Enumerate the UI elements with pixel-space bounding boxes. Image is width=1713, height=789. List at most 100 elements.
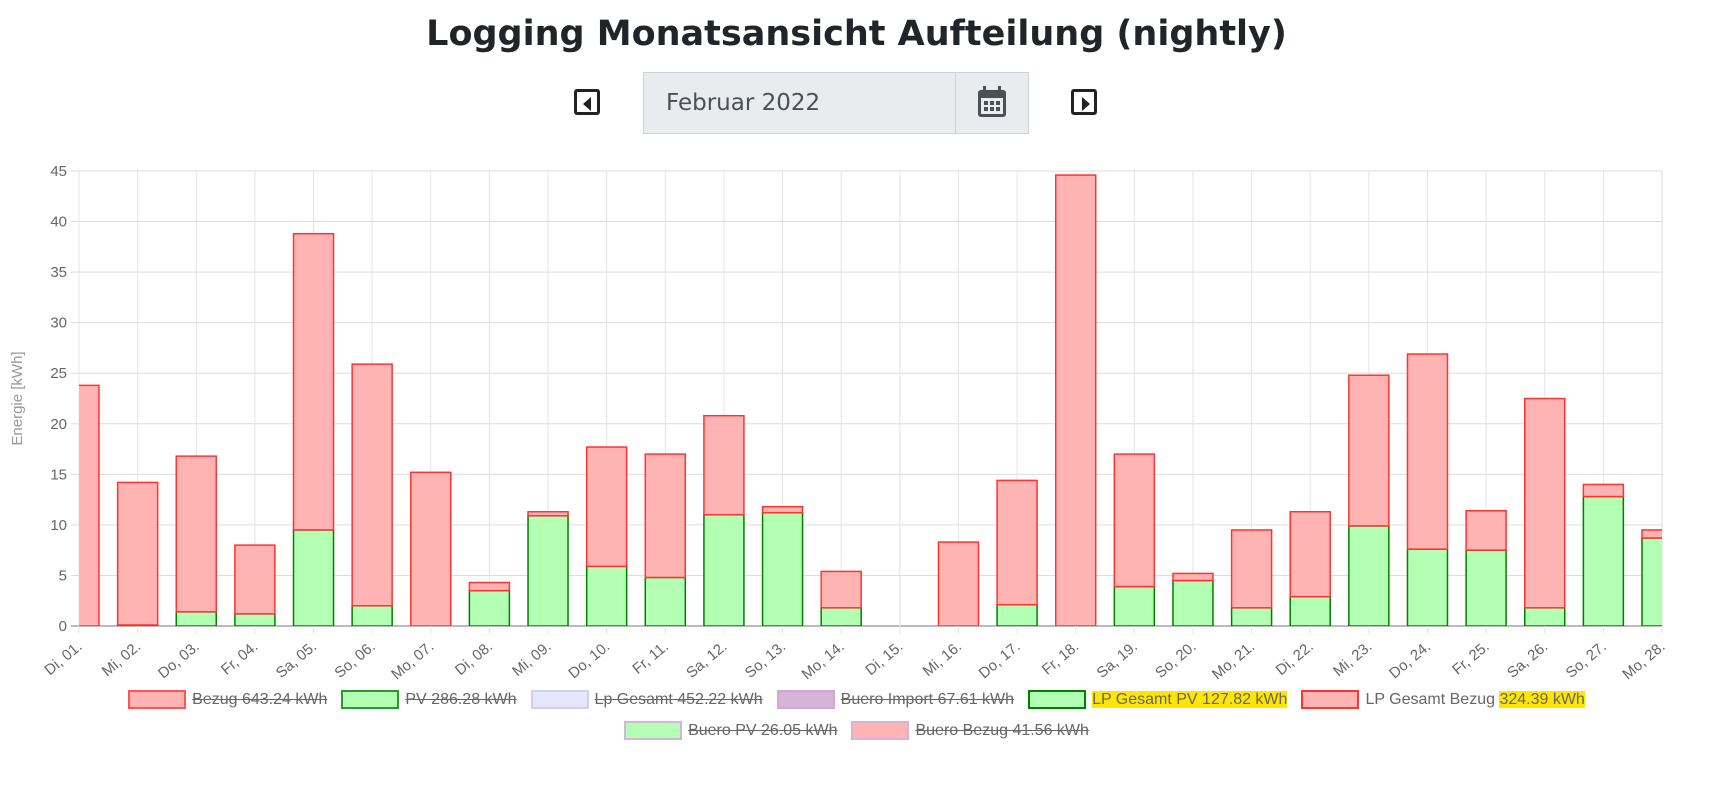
bar-lp-gesamt-bezug[interactable] — [820, 570, 862, 609]
bar-lp-gesamt-bezug[interactable] — [937, 541, 980, 626]
bar-lp-gesamt-pv[interactable] — [1406, 548, 1449, 626]
x-tick-label: Sa, 05. — [273, 638, 320, 682]
next-month-button[interactable] — [1071, 89, 1097, 115]
legend-item[interactable]: LP Gesamt Bezug 324.39 kWh — [1301, 690, 1585, 709]
bar-lp-gesamt-bezug[interactable] — [644, 453, 687, 579]
bar-lp-gesamt-bezug[interactable] — [1230, 529, 1273, 609]
bar-lp-gesamt-pv[interactable] — [1641, 537, 1682, 626]
legend-item[interactable]: Buero PV 26.05 kWh — [624, 721, 837, 740]
bar-lp-gesamt-pv[interactable] — [527, 515, 569, 626]
bar-lp-gesamt-pv[interactable] — [1289, 595, 1331, 626]
bar-lp-gesamt-bezug[interactable] — [410, 471, 452, 626]
previous-month-button[interactable] — [574, 89, 600, 115]
bar-lp-gesamt-bezug[interactable] — [1406, 353, 1449, 550]
y-tick-label: 0 — [59, 618, 67, 635]
bar-lp-gesamt-bezug[interactable] — [59, 384, 100, 626]
legend-item[interactable]: Bezug 643.24 kWh — [128, 690, 327, 709]
legend-label: Buero Import 67.61 kWh — [840, 690, 1015, 708]
bar-lp-gesamt-pv[interactable] — [175, 611, 218, 626]
x-tick-label: Do, 17. — [976, 638, 1024, 682]
bar-lp-gesamt-bezug[interactable] — [468, 581, 511, 592]
bar-lp-gesamt-bezug[interactable] — [585, 446, 628, 568]
bar-lp-gesamt-bezug[interactable] — [1289, 510, 1331, 598]
legend-total: 127.82 kWh — [1202, 690, 1288, 708]
bar-lp-gesamt-bezug[interactable] — [1641, 529, 1682, 539]
y-tick-label: 45 — [50, 163, 67, 180]
bar-lp-gesamt-bezug[interactable] — [1465, 509, 1507, 551]
y-tick-label: 15 — [50, 466, 67, 483]
bar-lp-gesamt-pv[interactable] — [468, 589, 511, 626]
bar-lp-gesamt-pv[interactable] — [585, 565, 628, 626]
month-input[interactable]: Februar 2022 — [666, 90, 821, 116]
bar-lp-gesamt-pv[interactable] — [292, 529, 335, 626]
x-tick-label: Mo, 28. — [1619, 638, 1668, 683]
month-picker[interactable]: Februar 2022 — [643, 72, 1029, 134]
bar-lp-gesamt-pv[interactable] — [351, 605, 393, 626]
x-tick-label: Do, 03. — [155, 638, 203, 682]
bar-lp-gesamt-bezug[interactable] — [175, 455, 218, 613]
legend-item[interactable]: PV 286.28 kWh — [341, 690, 517, 709]
x-tick-label: So, 06. — [331, 638, 378, 682]
bar-lp-gesamt-bezug[interactable] — [1348, 374, 1390, 527]
bar-lp-gesamt-pv[interactable] — [1172, 579, 1214, 627]
bar-lp-gesamt-bezug[interactable] — [996, 479, 1038, 606]
calendar-button[interactable] — [955, 73, 1028, 133]
calendar-icon — [978, 86, 1006, 117]
bar-lp-gesamt-pv[interactable] — [1230, 607, 1273, 626]
bar-lp-gesamt-bezug[interactable] — [116, 481, 159, 626]
legend-swatch — [624, 721, 683, 740]
legend-item[interactable]: Buero Bezug 41.56 kWh — [851, 721, 1089, 740]
x-tick-label: Mi, 16. — [920, 638, 965, 680]
legend-swatch — [128, 690, 187, 709]
y-tick-label: 35 — [50, 264, 67, 281]
x-tick-label: Fr, 11. — [629, 638, 672, 678]
bar-lp-gesamt-bezug[interactable] — [1054, 174, 1097, 626]
y-axis-label: Energie [kWh] — [9, 351, 26, 445]
legend-swatch — [341, 690, 400, 709]
x-tick-label: Sa, 19. — [1094, 638, 1141, 682]
bar-lp-gesamt-pv[interactable] — [644, 576, 687, 626]
x-tick-label: Do, 10. — [565, 638, 613, 682]
bar-lp-gesamt-bezug[interactable] — [351, 363, 393, 607]
x-tick-label: Di, 08. — [452, 638, 496, 679]
x-tick-label: Di, 01. — [41, 638, 85, 679]
legend-label: LP Gesamt Bezug 324.39 kWh — [1365, 690, 1585, 709]
bar-lp-gesamt-pv[interactable] — [1348, 525, 1390, 626]
legend-item[interactable]: Lp Gesamt 452.22 kWh — [530, 690, 763, 709]
bar-lp-gesamt-bezug[interactable] — [292, 232, 335, 531]
legend-label: Bezug 643.24 kWh — [192, 690, 328, 708]
bar-lp-gesamt-pv[interactable] — [1523, 607, 1566, 626]
bar-lp-gesamt-bezug[interactable] — [761, 505, 804, 514]
bar-lp-gesamt-bezug[interactable] — [1582, 483, 1625, 498]
bar-lp-gesamt-pv[interactable] — [1465, 549, 1507, 626]
bar-chart: 0 5 10 15 20 25 30 35 40 45 Di, 01. Mi, 02. Do, 03. F… — [9, 163, 1682, 683]
x-tick-label: Mi, 23. — [1330, 638, 1375, 680]
bar-lp-gesamt-pv[interactable] — [1113, 585, 1156, 626]
legend-swatch — [776, 690, 835, 709]
legend-swatch — [851, 721, 910, 740]
legend-label: Buero PV 26.05 kWh — [688, 721, 838, 739]
y-tick-label: 30 — [50, 315, 67, 332]
legend-label: PV 286.28 kWh — [405, 690, 517, 708]
x-tick-label: So, 20. — [1152, 638, 1199, 682]
x-tick-label: Sa, 12. — [683, 638, 730, 682]
bar-lp-gesamt-pv[interactable] — [234, 613, 276, 626]
bar-lp-gesamt-pv[interactable] — [1582, 495, 1625, 626]
bar-lp-gesamt-bezug[interactable] — [527, 510, 569, 517]
bar-lp-gesamt-pv[interactable] — [703, 514, 745, 626]
bar-lp-gesamt-bezug[interactable] — [703, 414, 745, 516]
x-tick-label: Mo, 21. — [1209, 638, 1258, 683]
bar-lp-gesamt-pv[interactable] — [820, 607, 862, 626]
bar-lp-gesamt-bezug[interactable] — [1523, 397, 1566, 609]
legend-item[interactable]: Buero Import 67.61 kWh — [776, 690, 1015, 709]
bar-lp-gesamt-bezug[interactable] — [234, 544, 276, 615]
page-title: Logging Monatsansicht Aufteilung (nightl… — [426, 14, 1287, 54]
x-tick-label: Fr, 25. — [1449, 638, 1493, 678]
bar-lp-gesamt-bezug[interactable] — [1113, 453, 1156, 588]
legend-item[interactable]: LP Gesamt PV 127.82 kWh — [1028, 690, 1288, 709]
y-tick-label: 40 — [50, 214, 67, 231]
y-tick-label: 5 — [59, 567, 67, 584]
bar-lp-gesamt-bezug[interactable] — [1172, 572, 1214, 582]
bar-lp-gesamt-pv[interactable] — [996, 604, 1038, 626]
bar-lp-gesamt-pv[interactable] — [761, 512, 804, 626]
